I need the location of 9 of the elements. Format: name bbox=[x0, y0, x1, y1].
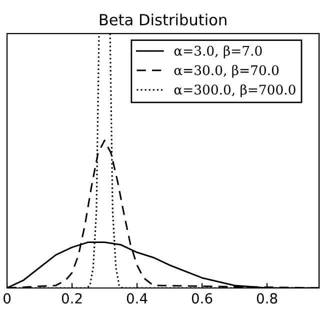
x-tick-label: 0.4 bbox=[126, 293, 148, 304]
legend-label: α=300.0, β=700.0 bbox=[174, 84, 296, 98]
legend-label: α=30.0, β=70.0 bbox=[174, 64, 279, 78]
legend-label: α=3.0, β=7.0 bbox=[174, 45, 262, 58]
x-tick-label: 0.8 bbox=[256, 293, 278, 304]
x-tick-label: 0.6 bbox=[192, 293, 212, 304]
x-tick-label: 0 bbox=[4, 293, 11, 304]
x-tick-label: 0.2 bbox=[62, 293, 82, 304]
chart-title: Beta Distribution bbox=[100, 14, 226, 26]
